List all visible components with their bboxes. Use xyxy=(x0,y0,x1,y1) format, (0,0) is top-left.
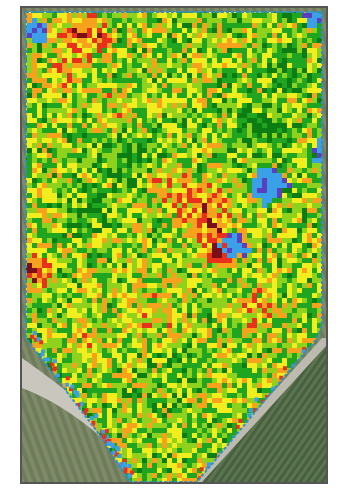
map-frame[interactable] xyxy=(20,6,328,484)
yield-map[interactable] xyxy=(22,8,326,482)
field-boundary xyxy=(25,11,323,482)
